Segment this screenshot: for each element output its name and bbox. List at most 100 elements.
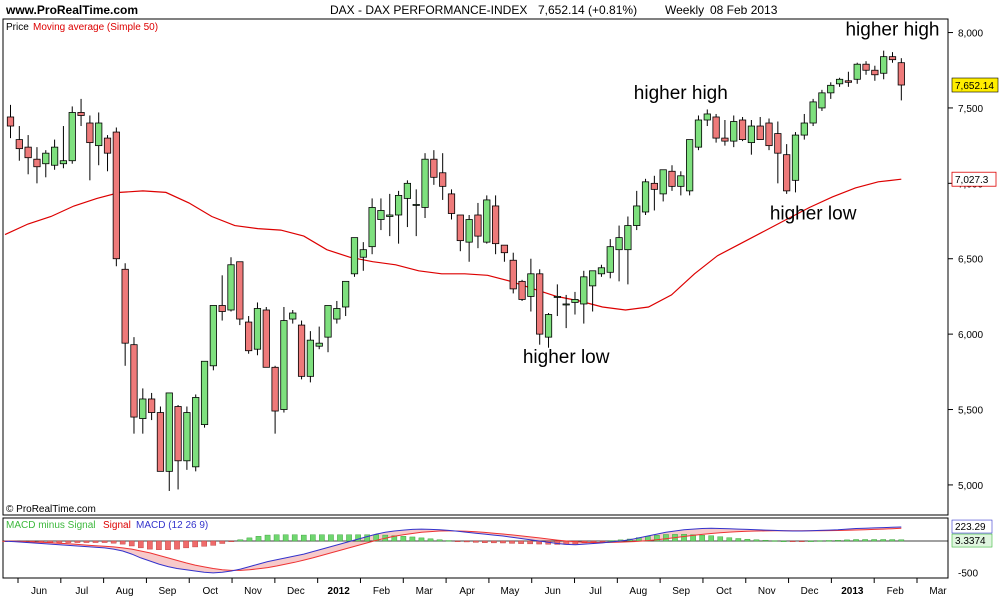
candle xyxy=(809,98,817,127)
macd-histogram-bar xyxy=(889,539,896,542)
candle xyxy=(192,394,200,472)
candle xyxy=(394,190,403,244)
site-name[interactable]: www.ProRealTime.com xyxy=(5,3,138,17)
candle-body xyxy=(24,146,32,159)
candle xyxy=(430,150,438,185)
macd-histogram-bar xyxy=(509,540,515,544)
candle-body xyxy=(421,158,429,208)
macd-histogram-bar xyxy=(138,540,144,549)
macd-histogram-bar xyxy=(735,538,742,542)
macd-histogram-bar xyxy=(364,534,370,542)
macd-histogram-bar xyxy=(110,540,117,544)
chart-annotation: higher low xyxy=(523,347,610,368)
candle-body xyxy=(342,280,350,308)
macd-histogram-bar xyxy=(319,534,325,542)
macd-histogram-bar xyxy=(798,540,805,543)
candle xyxy=(483,195,491,244)
candle-body xyxy=(289,312,297,320)
candle xyxy=(289,310,297,324)
candle-body xyxy=(712,116,720,139)
candle-body xyxy=(245,321,253,352)
macd-histogram-bar xyxy=(599,540,606,543)
candle-body xyxy=(386,214,394,217)
candle xyxy=(756,116,764,141)
candle xyxy=(15,126,23,161)
candle xyxy=(456,214,464,252)
macd-line xyxy=(4,526,902,574)
candle-body xyxy=(403,182,412,199)
candle xyxy=(853,62,861,84)
candle-body xyxy=(68,112,76,162)
candle xyxy=(42,150,50,178)
candle xyxy=(527,258,535,312)
time-tick-label: Jul xyxy=(589,586,602,597)
candle-body xyxy=(324,305,332,338)
candle xyxy=(641,178,650,215)
candle-body xyxy=(571,299,579,303)
candle xyxy=(245,316,253,354)
macd-histogram-bar xyxy=(436,539,443,542)
candle xyxy=(68,106,76,164)
candle xyxy=(800,113,808,140)
macd-histogram-bar xyxy=(56,540,63,543)
candle xyxy=(359,242,367,271)
candle-body xyxy=(306,339,314,377)
candle xyxy=(139,388,147,434)
macd-histogram-bar xyxy=(500,540,506,544)
candle xyxy=(827,82,835,99)
candle-body xyxy=(553,296,561,298)
price-tick-label: 5,500 xyxy=(958,406,983,417)
candle-body xyxy=(606,246,614,273)
candle xyxy=(350,237,359,277)
candle-body xyxy=(456,214,464,242)
candle xyxy=(597,264,606,277)
time-tick-label: Jun xyxy=(545,586,561,597)
last-price-label: 7,652.14 xyxy=(955,81,994,92)
macd-histogram-bar xyxy=(427,538,434,542)
macd-histogram-bar xyxy=(572,540,579,545)
copyright-note: © ProRealTime.com xyxy=(6,504,96,515)
candle xyxy=(324,305,332,353)
macd-histogram-bar xyxy=(681,534,687,542)
time-tick-label: May xyxy=(500,586,519,597)
macd-histogram-bar xyxy=(454,540,461,543)
time-tick-label: 2012 xyxy=(328,586,351,597)
candle xyxy=(465,215,473,262)
candle xyxy=(368,198,376,255)
candle xyxy=(491,195,500,255)
candle xyxy=(297,320,306,380)
candle-body xyxy=(527,273,535,297)
candle-body xyxy=(853,63,861,80)
candle xyxy=(6,104,15,139)
candle xyxy=(580,270,588,324)
time-tick-label: Oct xyxy=(716,586,732,597)
candle-body xyxy=(483,199,491,243)
candle xyxy=(95,112,103,166)
candle xyxy=(403,180,412,228)
histogram-value-label: 3.3374 xyxy=(955,536,986,547)
candle xyxy=(156,406,165,472)
candle-body xyxy=(447,193,456,214)
macd-histogram-bar xyxy=(817,540,823,542)
candle-body xyxy=(103,137,112,154)
candle-body xyxy=(580,276,588,305)
candle-body xyxy=(686,139,694,192)
macd-histogram-bar xyxy=(328,534,334,542)
macd-histogram-bar xyxy=(337,534,343,542)
macd-histogram-bar xyxy=(463,540,470,543)
macd-histogram-bar xyxy=(183,540,189,549)
macd-plot-area xyxy=(2,526,948,574)
candle xyxy=(747,120,755,155)
candle xyxy=(24,135,32,175)
macd-histogram-bar xyxy=(445,540,452,542)
candle xyxy=(783,144,791,194)
candle-body xyxy=(148,398,156,413)
candle xyxy=(306,331,314,383)
candle-body xyxy=(474,214,482,237)
candle-body xyxy=(721,137,729,142)
candle-body xyxy=(491,205,500,245)
candle-body xyxy=(624,225,632,251)
chart-date: 08 Feb 2013 xyxy=(710,3,778,17)
candle-body xyxy=(315,342,323,347)
macd-histogram-bar xyxy=(789,540,796,543)
